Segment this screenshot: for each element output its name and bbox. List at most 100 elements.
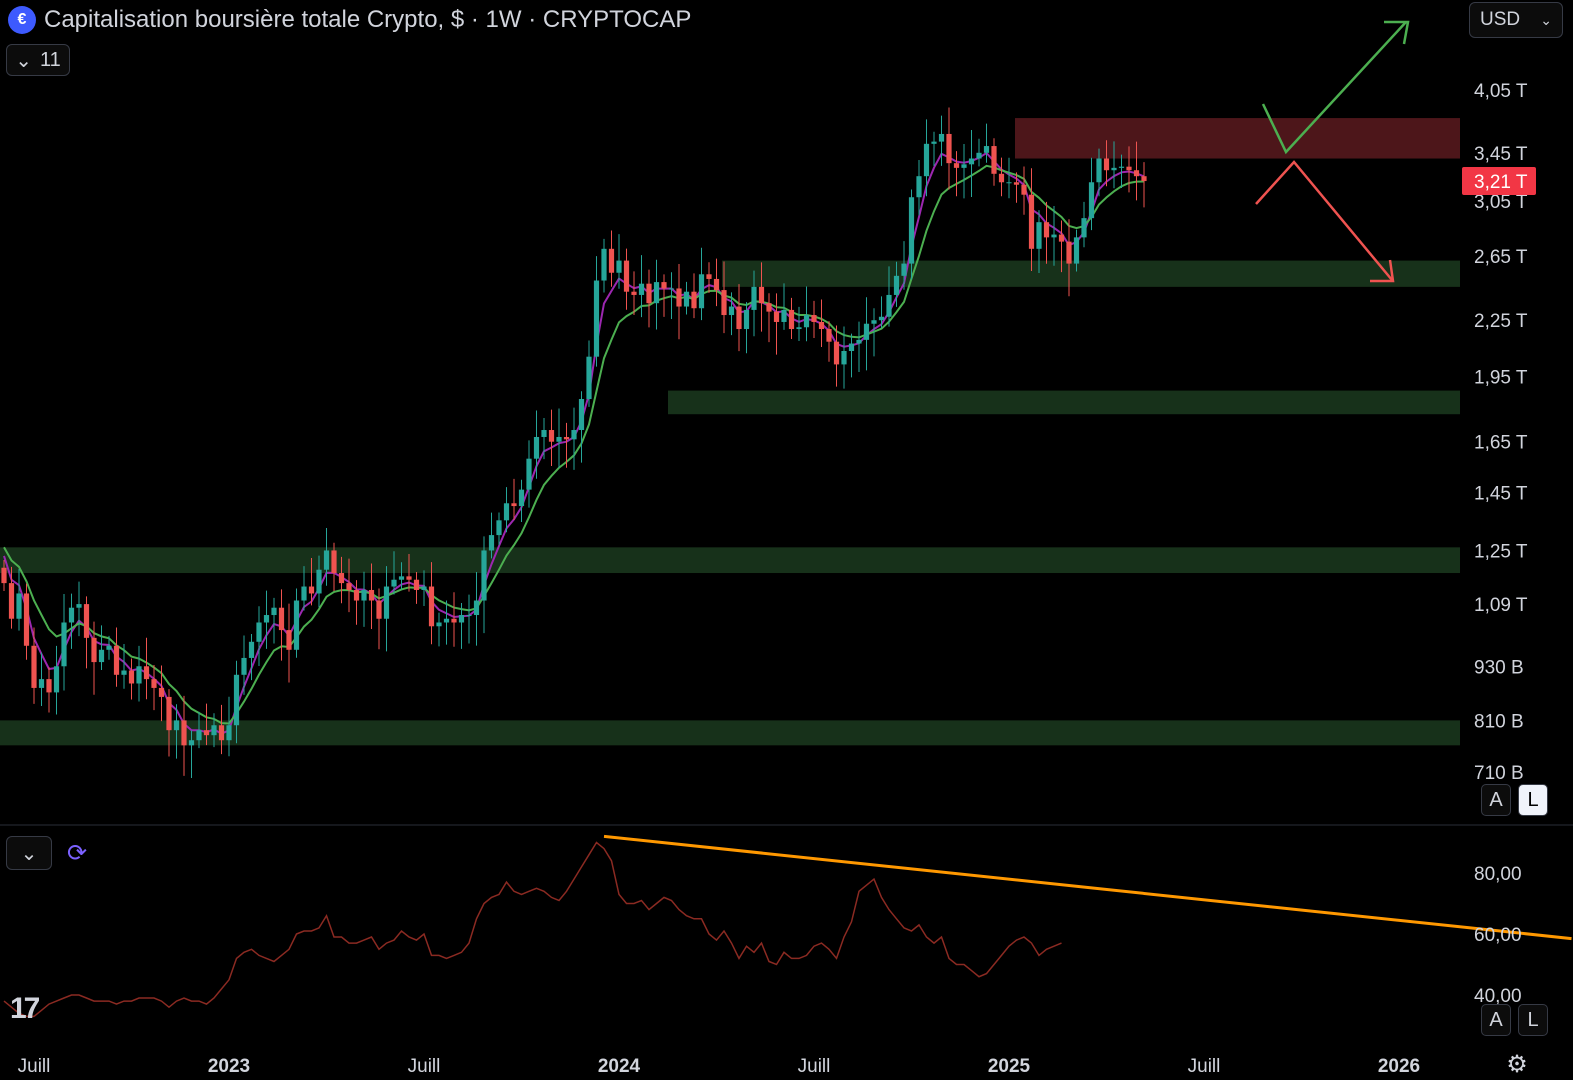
price-tick-label: 2,65 T xyxy=(1474,247,1528,268)
candle-body xyxy=(1058,234,1065,242)
candle-body xyxy=(391,579,397,587)
price-tick-label: 930 B xyxy=(1474,657,1524,678)
candle-body xyxy=(76,604,82,608)
support-zone xyxy=(668,390,1460,415)
candle-body xyxy=(158,687,165,697)
candle-body xyxy=(376,600,382,619)
candle-body xyxy=(151,679,157,688)
candles-layer xyxy=(1,107,1147,779)
candle-body xyxy=(818,321,825,330)
rsi-log-scale-button[interactable]: L xyxy=(1518,1004,1548,1036)
candle-body xyxy=(796,327,802,330)
candle-body xyxy=(406,576,412,580)
candle-body xyxy=(361,589,367,601)
candle-body xyxy=(676,288,682,307)
zones-layer xyxy=(0,118,1460,746)
candle-body xyxy=(563,436,570,440)
price-tick-label: 710 B xyxy=(1474,763,1524,784)
arrow-down-head xyxy=(1370,259,1395,283)
candle-body xyxy=(878,316,885,321)
price-tick-label: 1,65 T xyxy=(1474,433,1528,454)
candle-body xyxy=(1111,167,1117,171)
chevron-down-icon: ⌄ xyxy=(20,842,38,865)
candle-body xyxy=(496,520,502,536)
current-price-badge xyxy=(1462,167,1536,196)
price-tick-label: 4,05 T xyxy=(1474,81,1528,102)
candle-body xyxy=(698,274,705,309)
candle-body xyxy=(241,657,247,675)
arrow-down-icon xyxy=(1255,160,1393,281)
candle-body xyxy=(331,550,337,574)
candle-body xyxy=(668,288,675,290)
candle-body xyxy=(263,615,270,623)
candle-body xyxy=(278,607,285,631)
candle-body xyxy=(368,589,375,601)
candle-body xyxy=(631,291,637,295)
candle-body xyxy=(421,586,427,590)
log-scale-button[interactable]: L xyxy=(1518,784,1548,816)
candle-body xyxy=(826,329,832,342)
chart-header: € Capitalisation boursière totale Crypto… xyxy=(8,4,691,36)
candle-body xyxy=(848,343,855,351)
candle-body xyxy=(1066,241,1072,264)
candle-body xyxy=(683,291,690,307)
candle-body xyxy=(976,152,982,159)
candle-body xyxy=(1088,182,1095,219)
candle-body xyxy=(886,294,892,317)
candle-body xyxy=(436,622,442,627)
candle-body xyxy=(923,143,930,177)
rsi-auto-scale-button[interactable]: A xyxy=(1481,1004,1511,1036)
candle-body xyxy=(136,666,142,684)
candle-body xyxy=(833,341,840,365)
candle-body xyxy=(316,569,322,594)
candle-body xyxy=(788,309,795,330)
candle-body xyxy=(1118,166,1125,168)
candle-body xyxy=(196,730,202,741)
candle-body xyxy=(181,720,187,746)
candle-body xyxy=(113,645,120,675)
candle-body xyxy=(173,720,180,731)
candle-body xyxy=(916,176,922,198)
time-tick-label: 2025 xyxy=(988,1056,1031,1077)
candle-body xyxy=(353,589,360,601)
time-tick-label: 2026 xyxy=(1378,1056,1420,1077)
price-tick-label: 3,05 T xyxy=(1474,192,1528,213)
candle-body xyxy=(841,350,847,365)
candle-body xyxy=(863,323,870,340)
chart-title[interactable]: Capitalisation boursière totale Crypto, … xyxy=(44,6,692,33)
candle-body xyxy=(781,309,787,322)
currency-select[interactable]: USD ⌄ xyxy=(1469,2,1563,38)
legend-collapse-button[interactable]: ⌄ 11 xyxy=(6,44,70,76)
candle-body xyxy=(571,430,577,440)
current-price-label: 3,21 T xyxy=(1474,172,1528,193)
candle-body xyxy=(1006,182,1012,184)
candle-body xyxy=(53,666,60,693)
refresh-icon[interactable]: ⟳ xyxy=(66,839,88,867)
candle-body xyxy=(548,430,555,442)
price-tick-label: 1,45 T xyxy=(1474,483,1528,504)
candle-body xyxy=(743,309,750,330)
scenario-arrows xyxy=(1255,20,1410,283)
candle-body xyxy=(556,436,562,442)
indicator-collapse-button[interactable]: ⌄ xyxy=(6,836,52,870)
candle-body xyxy=(188,740,195,746)
candle-body xyxy=(1051,234,1057,238)
settings-icon[interactable]: ⚙ xyxy=(1506,1050,1528,1078)
candle-body xyxy=(428,586,435,627)
currency-value: USD xyxy=(1480,9,1521,30)
candle-body xyxy=(608,248,615,273)
candle-body xyxy=(946,133,952,164)
price-tick-label: 1,25 T xyxy=(1474,541,1528,562)
auto-scale-button[interactable]: A xyxy=(1481,784,1511,816)
candle-body xyxy=(901,263,907,276)
candle-body xyxy=(98,649,105,663)
candle-body xyxy=(23,593,30,646)
candle-body xyxy=(1043,222,1050,238)
rsi-axis: 80,00 60,00 40,00 xyxy=(1474,864,1522,1007)
rsi-tick-label: 80,00 xyxy=(1474,864,1522,885)
rsi-trendline xyxy=(603,834,1572,941)
candle-body xyxy=(856,339,862,344)
candle-body xyxy=(961,164,967,168)
candle-body xyxy=(691,291,697,309)
